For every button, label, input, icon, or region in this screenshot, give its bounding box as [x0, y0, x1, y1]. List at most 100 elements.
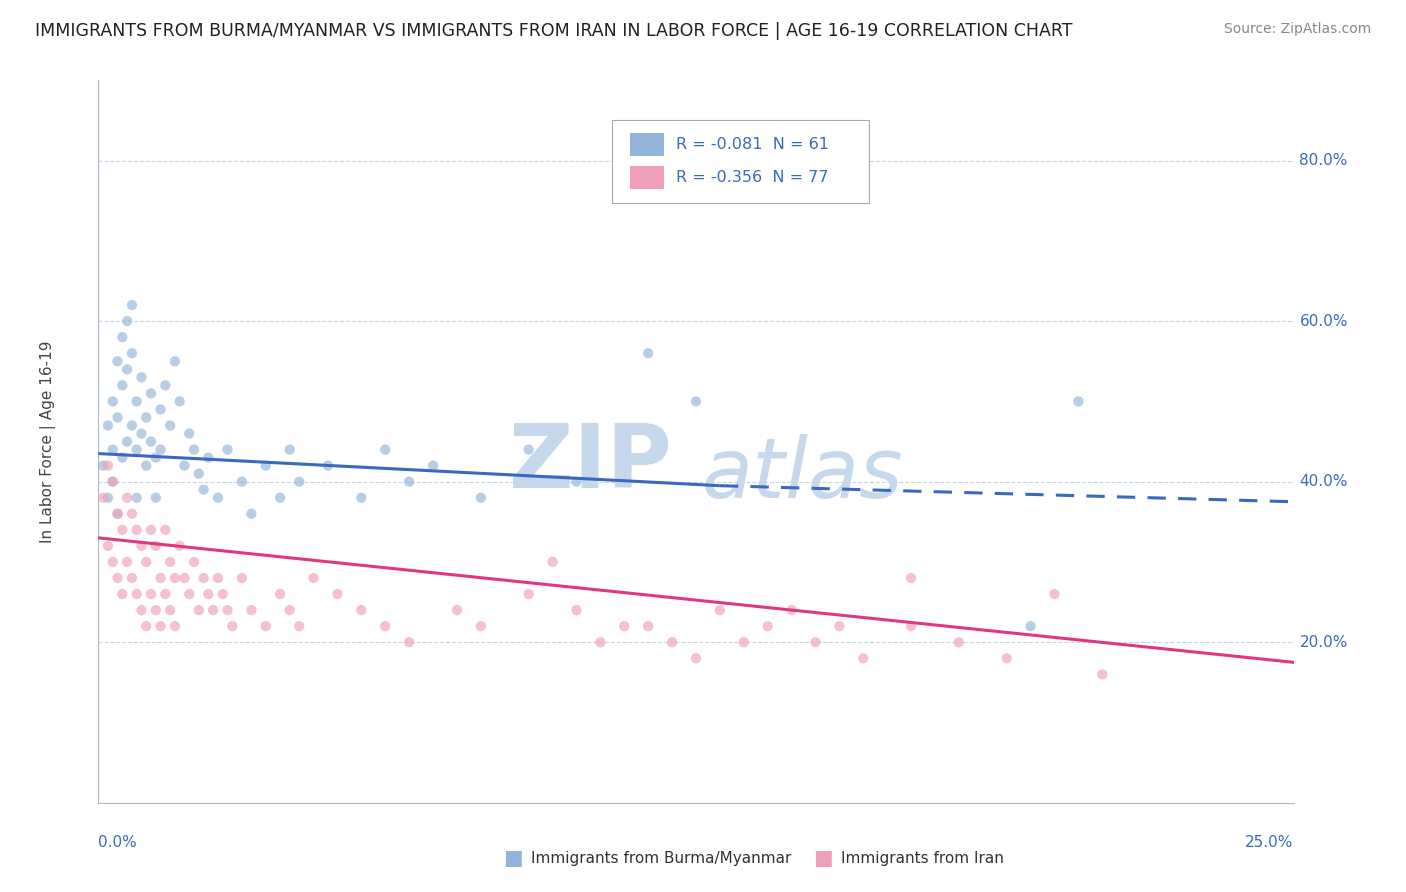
Point	[115, 434, 138, 449]
Point	[398, 475, 420, 489]
Point	[159, 603, 181, 617]
Point	[111, 587, 134, 601]
Point	[316, 458, 339, 473]
Text: R = -0.081  N = 61: R = -0.081 N = 61	[676, 137, 828, 152]
Point	[197, 450, 219, 465]
Point	[97, 418, 120, 433]
Point	[111, 523, 134, 537]
Point	[173, 571, 195, 585]
Point	[278, 603, 301, 617]
Point	[111, 330, 134, 344]
Point	[302, 571, 325, 585]
Point	[125, 442, 148, 457]
Point	[139, 523, 162, 537]
Point	[541, 555, 564, 569]
Point	[173, 458, 195, 473]
Point	[91, 458, 114, 473]
Point	[207, 491, 229, 505]
Point	[193, 483, 215, 497]
Point	[139, 587, 162, 601]
Point	[101, 394, 124, 409]
Point	[101, 442, 124, 457]
Point	[187, 467, 209, 481]
Text: ■: ■	[503, 848, 523, 868]
Point	[121, 507, 143, 521]
Point	[155, 587, 177, 601]
Point	[900, 619, 922, 633]
Point	[470, 619, 492, 633]
Point	[804, 635, 827, 649]
Point	[169, 394, 191, 409]
Text: 40.0%: 40.0%	[1299, 475, 1348, 489]
Point	[207, 571, 229, 585]
Text: ZIP: ZIP	[509, 420, 672, 507]
Point	[374, 619, 396, 633]
Point	[197, 587, 219, 601]
FancyBboxPatch shape	[630, 166, 664, 189]
Point	[101, 475, 124, 489]
Point	[780, 603, 803, 617]
Point	[374, 442, 396, 457]
Point	[149, 402, 172, 417]
Point	[115, 362, 138, 376]
Point	[995, 651, 1018, 665]
Point	[139, 386, 162, 401]
Point	[179, 426, 201, 441]
Point	[187, 603, 209, 617]
Point	[179, 587, 201, 601]
Point	[163, 571, 186, 585]
Point	[637, 346, 659, 360]
Point	[145, 450, 167, 465]
Point	[254, 458, 277, 473]
Point	[193, 571, 215, 585]
Point	[278, 442, 301, 457]
Point	[131, 426, 153, 441]
Point	[121, 418, 143, 433]
Point	[107, 354, 129, 368]
Point	[125, 394, 148, 409]
Point	[135, 458, 157, 473]
Point	[470, 491, 492, 505]
Point	[131, 603, 153, 617]
Point	[240, 603, 263, 617]
Point	[121, 298, 143, 312]
Point	[446, 603, 468, 617]
Point	[107, 507, 129, 521]
FancyBboxPatch shape	[613, 120, 869, 203]
Point	[221, 619, 243, 633]
Point	[107, 571, 129, 585]
Point	[163, 354, 186, 368]
Point	[169, 539, 191, 553]
Point	[155, 523, 177, 537]
Point	[288, 475, 311, 489]
Point	[517, 442, 540, 457]
Point	[131, 370, 153, 384]
Point	[1091, 667, 1114, 681]
Point	[637, 619, 659, 633]
Text: In Labor Force | Age 16-19: In Labor Force | Age 16-19	[41, 340, 56, 543]
Point	[145, 603, 167, 617]
Text: 80.0%: 80.0%	[1299, 153, 1348, 168]
Point	[733, 635, 755, 649]
Point	[135, 410, 157, 425]
Point	[159, 555, 181, 569]
Point	[125, 491, 148, 505]
Text: IMMIGRANTS FROM BURMA/MYANMAR VS IMMIGRANTS FROM IRAN IN LABOR FORCE | AGE 16-19: IMMIGRANTS FROM BURMA/MYANMAR VS IMMIGRA…	[35, 22, 1073, 40]
Point	[183, 555, 205, 569]
Point	[565, 475, 588, 489]
Point	[661, 635, 683, 649]
Text: 0.0%: 0.0%	[98, 835, 138, 850]
Text: ■: ■	[813, 848, 832, 868]
Point	[101, 555, 124, 569]
Point	[350, 491, 373, 505]
Point	[288, 619, 311, 633]
Point	[163, 619, 186, 633]
Point	[97, 458, 120, 473]
Point	[115, 491, 138, 505]
Point	[115, 314, 138, 328]
Point	[149, 619, 172, 633]
Text: Immigrants from Burma/Myanmar: Immigrants from Burma/Myanmar	[531, 851, 792, 865]
Point	[685, 394, 707, 409]
Point	[149, 442, 172, 457]
Text: Immigrants from Iran: Immigrants from Iran	[841, 851, 1004, 865]
